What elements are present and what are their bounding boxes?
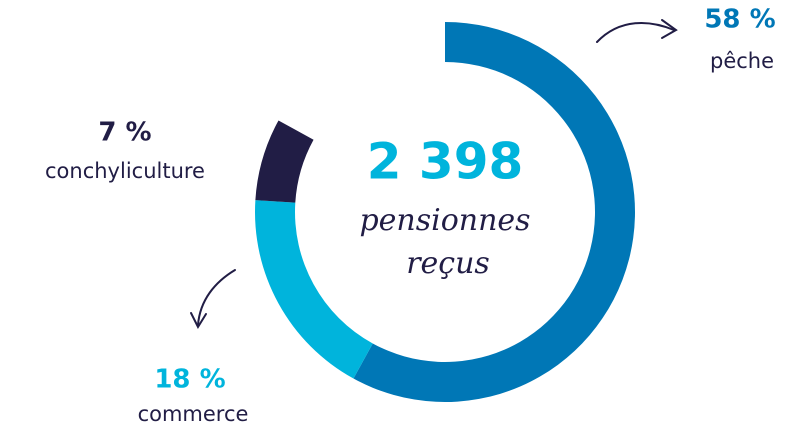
value-label: 7 %	[98, 118, 151, 148]
donut-segment	[255, 120, 314, 203]
arrow	[596, 21, 675, 43]
arrow-head	[190, 312, 207, 330]
category-label: pêche	[710, 49, 774, 73]
center-value: 2 398	[367, 133, 524, 191]
center-text: pensionnes	[359, 203, 530, 238]
arrow	[197, 269, 236, 326]
value-label: 18 %	[154, 365, 225, 395]
donut-segment	[255, 200, 373, 379]
arrow-head	[661, 19, 678, 39]
donut-segment	[353, 22, 635, 402]
category-label: conchyliculture	[45, 159, 205, 183]
value-label: 58 %	[704, 5, 775, 35]
category-label: commerce	[138, 402, 249, 426]
center-text: reçus	[406, 246, 490, 281]
arrows	[190, 19, 678, 330]
